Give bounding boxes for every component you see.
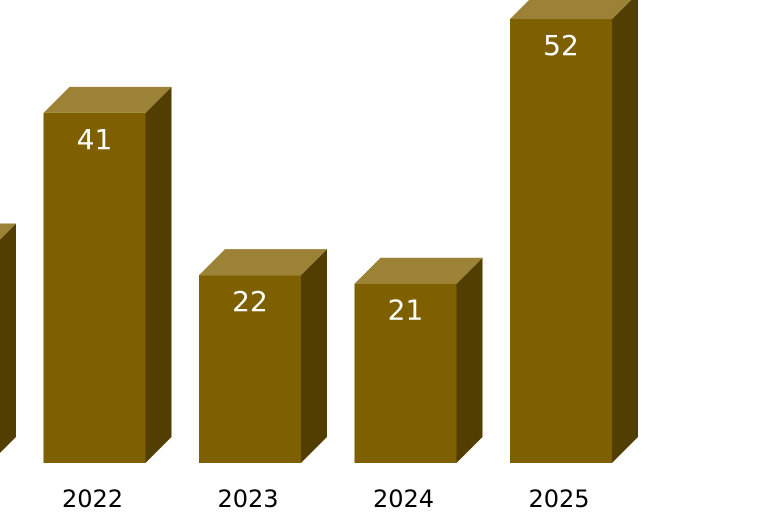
bar-top [0,223,16,240]
x-tick-label: 2025 [528,485,589,513]
data-label: 21 [388,294,424,327]
bar-side [145,86,172,463]
bar-side [612,0,638,463]
bar [199,275,301,463]
bar-top [354,257,483,284]
bar [43,112,146,463]
x-tick-label: 2023 [217,485,278,513]
bar [510,19,612,463]
bar-side [0,223,16,453]
bar-top [510,0,631,19]
data-label: 41 [77,123,113,156]
x-tick-label: 2024 [373,485,434,513]
x-tick-label: 2022 [62,485,123,513]
bar [354,283,457,463]
data-label: 22 [232,285,268,318]
bar-top [43,86,172,113]
data-label: 52 [543,29,579,62]
bar-side [456,257,483,463]
bar-top [199,249,327,276]
bar-side [301,249,327,463]
